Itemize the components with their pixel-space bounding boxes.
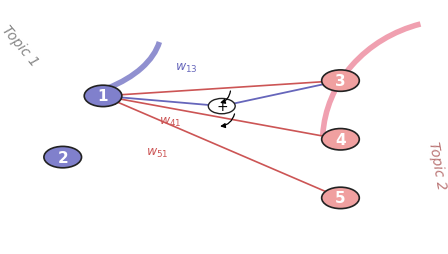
Text: 1: 1 <box>98 89 108 104</box>
Text: $w_{51}$: $w_{51}$ <box>146 146 168 159</box>
FancyArrowPatch shape <box>221 115 235 128</box>
FancyArrowPatch shape <box>221 92 230 104</box>
Text: 5: 5 <box>335 191 346 205</box>
Text: 4: 4 <box>335 132 346 147</box>
Circle shape <box>322 71 359 92</box>
Circle shape <box>322 129 359 150</box>
Text: 2: 2 <box>57 150 68 165</box>
Text: Topic 2: Topic 2 <box>426 140 448 190</box>
Text: $w_{13}$: $w_{13}$ <box>175 62 197 75</box>
Text: Topic 1: Topic 1 <box>0 23 41 69</box>
Text: $w_{41}$: $w_{41}$ <box>159 115 181 129</box>
Circle shape <box>44 147 82 168</box>
Text: 3: 3 <box>335 74 346 89</box>
Circle shape <box>84 86 122 107</box>
Circle shape <box>208 99 235 114</box>
Circle shape <box>322 187 359 209</box>
Text: $+$: $+$ <box>215 100 228 114</box>
